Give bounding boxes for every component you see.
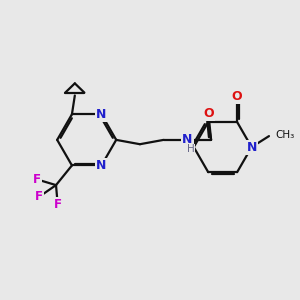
Text: N: N: [246, 141, 257, 154]
Text: O: O: [232, 90, 242, 104]
Text: O: O: [203, 107, 214, 120]
Text: N: N: [96, 159, 106, 172]
Text: H: H: [187, 144, 195, 154]
Text: N: N: [182, 134, 193, 146]
Text: F: F: [33, 173, 41, 186]
Text: F: F: [53, 198, 62, 211]
Text: N: N: [96, 108, 106, 121]
Text: F: F: [35, 190, 43, 202]
Text: CH₃: CH₃: [275, 130, 295, 140]
